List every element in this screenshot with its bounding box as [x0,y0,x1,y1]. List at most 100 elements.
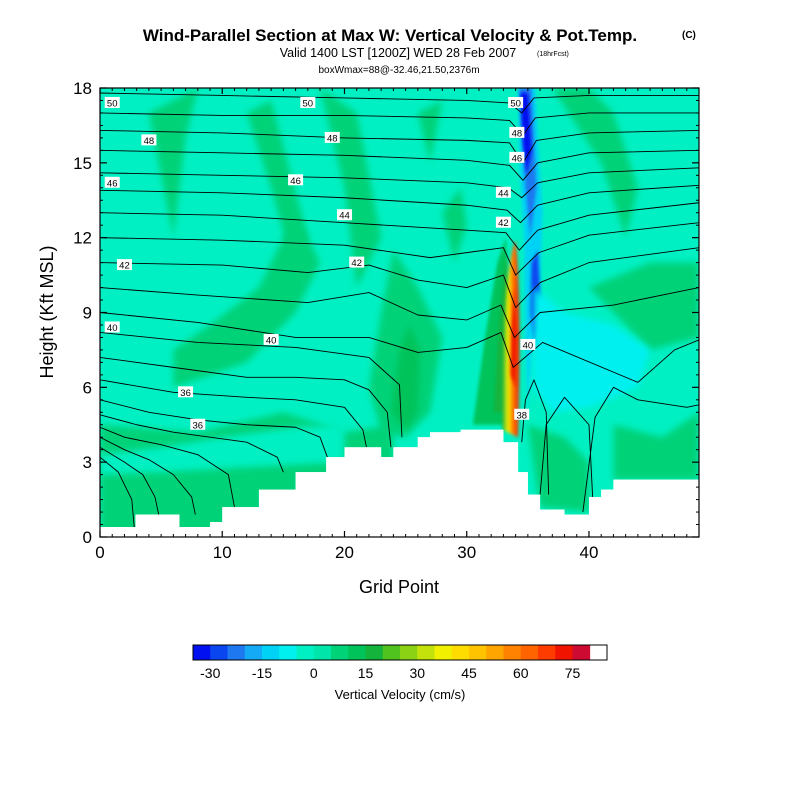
contour-label: 42 [116,259,132,272]
colorbar-tick-label: 30 [409,665,425,681]
w-patch-midlevel [173,212,321,388]
contour-label: 48 [324,131,340,144]
contour-label: 38 [514,408,530,421]
contour-label: 40 [263,333,279,346]
isentrope-line [100,414,284,473]
colorbar-swatch [555,645,573,660]
contour-label: 40 [104,321,120,334]
isentrope-line [100,287,699,338]
lee-side-negative-w [532,287,651,413]
colorbar-swatch [538,645,556,660]
isentrope-line [100,112,699,136]
contour-label-text: 36 [193,420,204,431]
x-tick-label: 10 [213,543,232,562]
contour-label: 46 [288,174,304,187]
colorbar-swatch [365,645,384,660]
colorbar-swatch [486,645,504,660]
contour-label-text: 44 [339,211,350,222]
contour-label: 40 [520,338,536,351]
contour-label: 36 [178,386,194,399]
contour-label-text: 44 [498,188,509,199]
chart-title: Wind-Parallel Section at Max W: Vertical… [143,26,637,45]
colorbar-swatch [503,645,522,660]
contour-label-text: 50 [303,98,314,109]
contour-label: 42 [495,216,511,229]
updraft-core-red [510,287,517,388]
contour-label-text: 48 [327,133,338,144]
downdraft-band-outer [518,88,543,413]
colorbar-tick-label: 60 [513,665,529,681]
w-patch-column-c [417,100,443,163]
contour-label-text: 46 [512,153,523,164]
isentrope-line [539,396,594,498]
colorbar-swatch [193,645,211,660]
chart-title-mark: (C) [682,30,696,41]
colorbar-label: Vertical Velocity (cm/s) [335,687,466,702]
colorbar-swatch [417,645,435,660]
w-patch-lee-low [527,424,589,513]
updraft-core [502,240,520,438]
isentrope-line [100,149,699,181]
contour-label: 50 [508,96,524,109]
colorbar-tick-label: 15 [358,665,374,681]
contour-label-text: 42 [119,261,130,272]
chart-subtitle-stats: boxWmax=88@-32.46,21.50,2376m [318,65,479,76]
y-axis-label: Height (Kft MSL) [37,245,57,378]
colorbar-swatch [210,645,228,660]
contour-label: 44 [495,186,511,199]
colorbar-swatch [572,645,591,660]
colorbar-swatch [434,645,453,660]
contour-label-text: 36 [180,388,191,399]
y-tick-label: 0 [83,528,92,547]
colorbar-frame [192,644,608,661]
colorbar-swatch [244,645,263,660]
colorbar-swatch [400,645,418,660]
isentrope-line [100,129,699,164]
isentrope-line [100,399,328,458]
contour-label-text: 46 [290,176,301,187]
colorbar-swatch [520,645,539,660]
colorbar-swatch [451,645,470,660]
contour-label: 48 [141,134,157,147]
isentrope-line [100,379,367,448]
x-tick-label: 20 [335,543,354,562]
plot-area: 50 50 50 48 48 48 46 46 46 44 44 42 42 42 40 40 40 38 36 36 [100,88,699,537]
contour-label-text: 42 [498,218,509,229]
x-tick-label: 0 [95,543,104,562]
contour-label-text: 48 [512,128,523,139]
contour-label: 48 [509,126,525,139]
contour-label-text: 40 [266,335,277,346]
colorbar: -30 -15 0 15 30 45 60 75 [192,644,608,681]
chart-subtitle-note: (18hrFcst) [537,51,569,58]
isentrope-line [100,356,392,448]
contour-label-text: 50 [107,98,118,109]
colorbar-tick-label: 45 [461,665,477,681]
x-axis-label: Grid Point [359,577,439,597]
contour-label-text: 40 [107,323,118,334]
x-tick-label: 30 [457,543,476,562]
w-patch-upper-right [552,88,638,238]
colorbar-tick-label: 0 [310,665,318,681]
y-tick-label: 12 [73,229,92,248]
w-patch-column-d [442,187,467,263]
y-tick-label: 15 [73,154,92,173]
contour-label: 50 [104,96,120,109]
contour-label-text: 50 [510,98,521,109]
terrain-mask [100,429,699,537]
colorbar-tick-label: -30 [200,665,220,681]
colorbar-swatch [279,645,297,660]
isentrope-line [100,446,160,515]
downdraft-band-core [520,92,532,176]
colorbar-swatch [331,645,349,660]
colorbar-swatch [227,645,246,660]
colorbar-tick-label: 75 [565,665,581,681]
isentrope-line [582,386,699,513]
contour-label: 44 [336,209,352,222]
upstream-low-band [100,424,345,475]
contour-label-text: 46 [107,178,118,189]
colorbar-swatch [382,645,401,660]
isentrope-line [100,426,235,508]
contour-label: 42 [349,256,365,269]
